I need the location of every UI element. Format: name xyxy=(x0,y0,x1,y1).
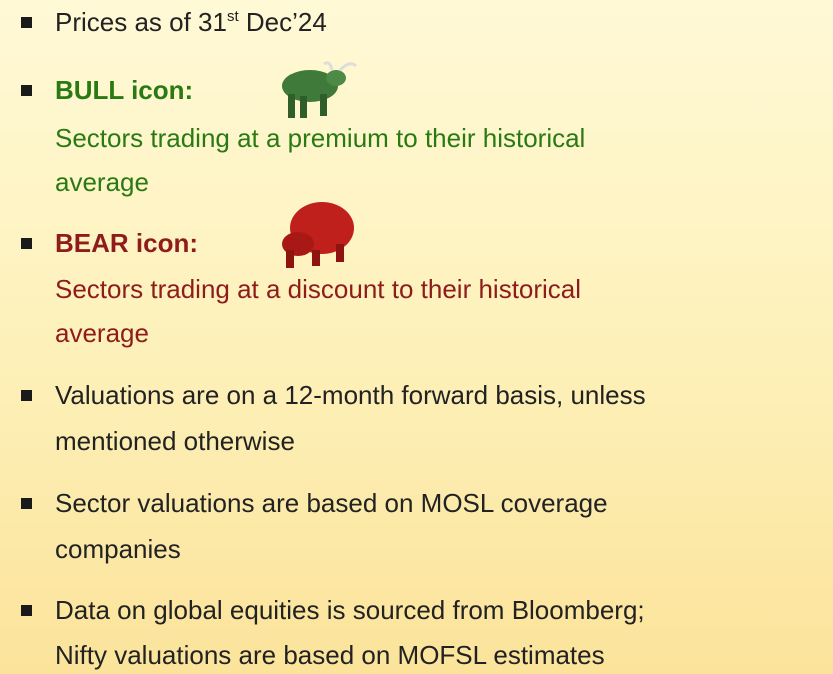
bullet xyxy=(21,85,32,96)
bullet-line: Data on global equities is sourced from … xyxy=(55,592,645,628)
bullet xyxy=(21,605,32,616)
bullet-line: Sectors trading at a discount to their h… xyxy=(55,271,581,307)
bullet-text: Prices as of 31st Dec’24 xyxy=(55,4,327,40)
bull-icon xyxy=(270,58,360,122)
bear-label: BEAR icon: xyxy=(55,225,198,261)
slide: Prices as of 31st Dec’24 BULL icon: Sect… xyxy=(0,0,833,674)
bullet-line: Valuations are on a 12-month forward bas… xyxy=(55,377,646,413)
superscript: st xyxy=(227,8,239,25)
text: Prices as of 31 xyxy=(55,7,227,37)
bullet-line: mentioned otherwise xyxy=(55,423,295,459)
bullet xyxy=(21,390,32,401)
bullet-line: Sector valuations are based on MOSL cove… xyxy=(55,485,608,521)
bullet xyxy=(21,498,32,509)
bullet xyxy=(21,17,32,28)
bullet-line: companies xyxy=(55,531,181,567)
bullet-line: Sectors trading at a premium to their hi… xyxy=(55,120,585,156)
text: Dec’24 xyxy=(239,7,327,37)
bullet-line: average xyxy=(55,164,149,200)
bullet-line: average xyxy=(55,315,149,351)
bear-icon xyxy=(272,194,358,272)
bull-label: BULL icon: xyxy=(55,72,193,108)
bullet-line: Nifty valuations are based on MOFSL esti… xyxy=(55,637,605,673)
bullet xyxy=(21,238,32,249)
